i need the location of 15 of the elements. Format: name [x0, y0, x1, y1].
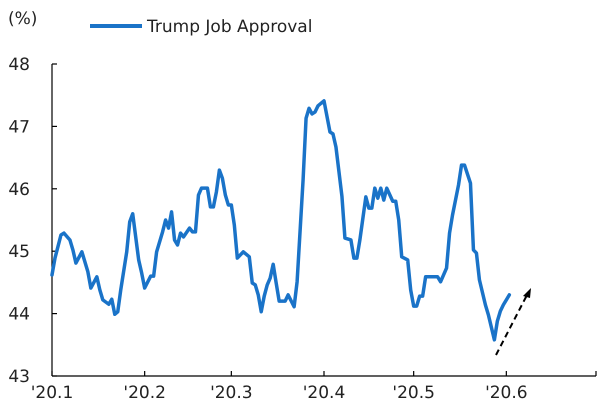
x-tick-label: '20.3 — [210, 383, 253, 403]
y-tick-label: 44 — [8, 304, 30, 325]
legend-label: Trump Job Approval — [146, 16, 312, 37]
y-tick-label: 47 — [8, 117, 30, 138]
line-series — [50, 99, 512, 342]
x-tick-label: '20.2 — [123, 383, 166, 403]
x-tick-label: '20.4 — [302, 383, 346, 403]
y-axis-title: (%) — [8, 9, 38, 29]
y-tick-label: 46 — [8, 180, 30, 200]
y-tick-label: 48 — [8, 54, 30, 75]
y-tick-label: 45 — [8, 242, 30, 262]
y-tick-label: 43 — [8, 366, 30, 387]
x-tick-label: '20.6 — [485, 383, 528, 403]
x-tick-label: '20.5 — [392, 383, 435, 403]
x-tick-label: '20.1 — [30, 383, 74, 403]
